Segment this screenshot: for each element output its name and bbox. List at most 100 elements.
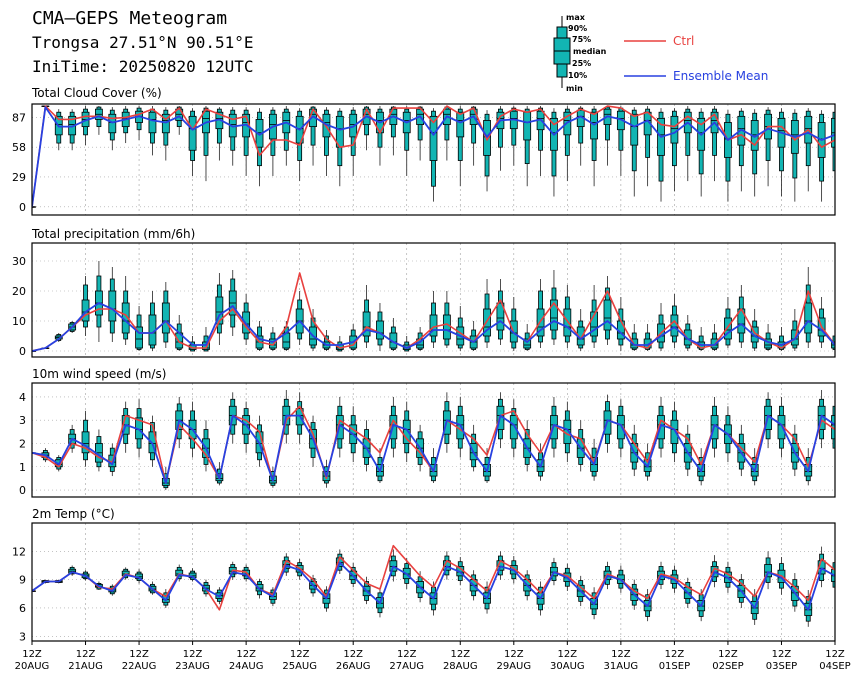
box-whisker: [149, 291, 156, 351]
box-whisker: [617, 106, 624, 176]
box-whisker: [524, 106, 531, 186]
panel-title: Total Cloud Cover (%): [31, 86, 162, 100]
legend-label-p90: 90%: [568, 24, 587, 33]
inner-box: [845, 318, 852, 342]
x-tick-hour-label: 12Z: [343, 649, 363, 660]
inner-box: [604, 300, 611, 330]
y-tick-label: 9: [19, 574, 26, 587]
inner-box: [845, 448, 852, 467]
box-whisker: [443, 106, 450, 160]
box-whisker: [684, 425, 691, 476]
box-whisker: [671, 108, 678, 191]
x-tick-date-label: 22AUG: [122, 661, 157, 672]
box-whisker: [711, 106, 718, 181]
box-whisker: [484, 110, 491, 191]
box-whisker: [845, 573, 852, 612]
y-tick-label: 12: [12, 545, 26, 558]
x-tick-date-label: 24AUG: [229, 661, 264, 672]
y-tick-label: 3: [19, 630, 26, 643]
box-whisker: [644, 106, 651, 186]
box-whisker: [631, 324, 638, 351]
box-whisker: [738, 285, 745, 348]
series-legend: Ctrl Ensemble Mean: [624, 34, 768, 83]
box-whisker: [724, 110, 731, 201]
outer-box: [846, 109, 850, 155]
box-whisker: [805, 108, 812, 191]
inner-box: [109, 291, 116, 321]
inner-box: [510, 416, 517, 439]
box-whisker: [604, 276, 611, 345]
inner-box: [149, 112, 156, 133]
y-tick-label: 0: [19, 201, 26, 214]
box-whisker: [805, 267, 812, 348]
box-whisker: [229, 107, 236, 166]
y-tick-label: 29: [12, 171, 26, 184]
x-tick-hour-label: 12Z: [129, 649, 149, 660]
box-whisker: [296, 392, 303, 443]
box-whisker: [470, 321, 477, 351]
inner-box: [591, 112, 598, 139]
x-tick-date-label: 26AUG: [336, 661, 371, 672]
panels: Total Cloud Cover (%) 0 29 58 87 Total precip…: [12, 86, 860, 643]
box-whisker: [577, 309, 584, 351]
plot-area: [29, 106, 860, 207]
inner-box: [524, 112, 531, 140]
x-tick-date-label: 04SEP: [819, 661, 850, 672]
legend-label-min: min: [566, 84, 583, 93]
box-whisker: [417, 106, 424, 160]
box-whisker: [765, 551, 772, 589]
y-tick-label: 0: [19, 484, 26, 497]
outer-box: [846, 306, 850, 348]
box-whisker: [684, 315, 691, 351]
y-tick-label: 87: [12, 111, 26, 124]
box-whisker: [711, 324, 718, 351]
inner-box: [484, 120, 491, 155]
x-tick-date-label: 01SEP: [659, 661, 690, 672]
box-whisker: [189, 108, 196, 176]
box-whisker: [95, 106, 102, 135]
x-tick-hour-label: 12Z: [22, 649, 42, 660]
legend-label-max: max: [566, 13, 586, 22]
x-tick-hour-label: 12Z: [558, 649, 578, 660]
inner-box: [443, 315, 450, 339]
box-whisker: [443, 291, 450, 348]
x-tick-date-label: 28AUG: [443, 661, 478, 672]
box-whisker: [229, 270, 236, 336]
plot-area: [29, 546, 860, 627]
outer-box: [846, 580, 850, 606]
box-whisker: [122, 276, 129, 345]
box-whisker: [95, 430, 102, 472]
box-whisker: [376, 106, 383, 166]
inner-box: [845, 112, 852, 135]
inner-box: [376, 321, 383, 339]
box-whisker: [269, 327, 276, 351]
inner-box: [109, 114, 116, 132]
box-whisker: [350, 324, 357, 351]
x-tick-date-label: 03SEP: [766, 661, 797, 672]
x-tick-hour-label: 12Z: [772, 649, 792, 660]
inner-box: [845, 586, 852, 600]
x-tick-date-label: 30AUG: [550, 661, 585, 672]
box-whisker: [510, 297, 517, 351]
box-whisker: [791, 109, 798, 202]
x-axis: 12Z20AUG12Z21AUG12Z22AUG12Z23AUG12Z24AUG…: [15, 641, 851, 672]
box-whisker: [363, 285, 370, 348]
x-tick-date-label: 20AUG: [15, 661, 50, 672]
box-whisker: [55, 109, 62, 150]
inner-box: [189, 116, 196, 150]
box-whisker: [577, 106, 584, 166]
box-whisker: [457, 106, 464, 186]
box-whisker: [818, 110, 825, 201]
inner-box: [550, 300, 557, 330]
box-whisker: [95, 261, 102, 342]
box-whisker: [136, 106, 143, 140]
y-tick-label: 58: [12, 141, 26, 154]
box-whisker: [591, 106, 598, 186]
inner-box: [162, 303, 169, 333]
panel-1: Total Cloud Cover (%) 0 29 58 87: [12, 86, 860, 215]
box-whisker: [390, 318, 397, 351]
panel-title: Total precipitation (mm/6h): [31, 227, 195, 241]
box-whisker: [765, 107, 772, 186]
x-tick-hour-label: 12Z: [504, 649, 524, 660]
